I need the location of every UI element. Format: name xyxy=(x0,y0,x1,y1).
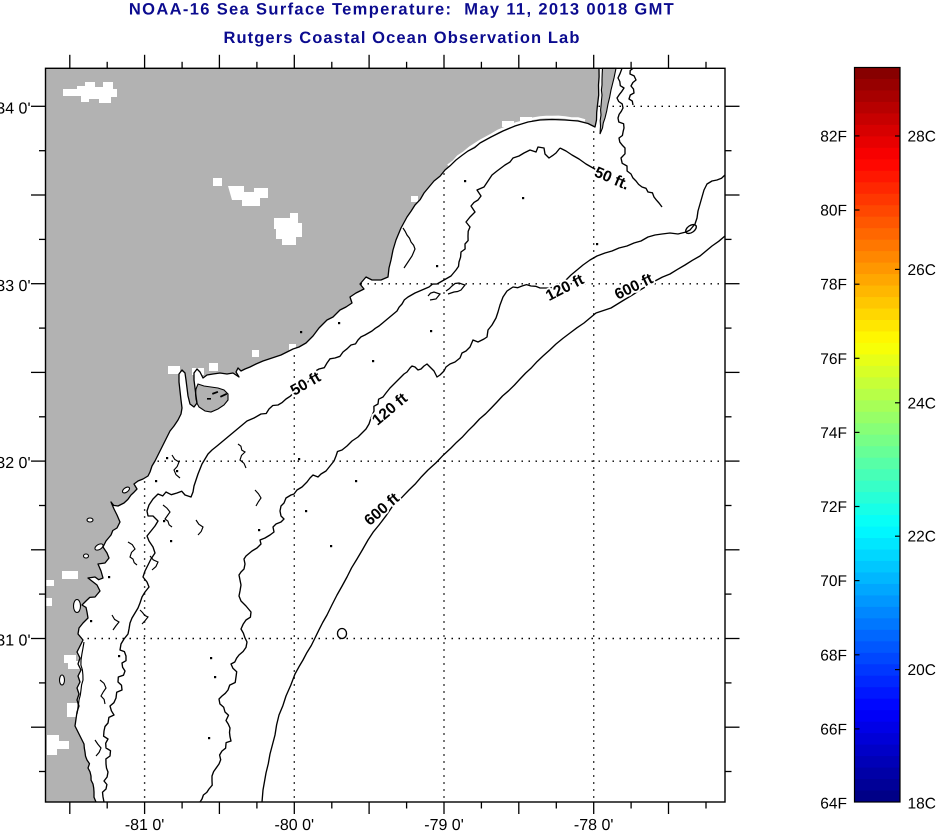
svg-text:31 0': 31 0' xyxy=(0,633,31,650)
svg-text:66F: 66F xyxy=(820,721,847,738)
svg-text:34 0': 34 0' xyxy=(0,100,31,117)
svg-text:70F: 70F xyxy=(820,573,847,590)
svg-text:64F: 64F xyxy=(820,796,847,813)
svg-text:78F: 78F xyxy=(820,277,847,294)
svg-text:24C: 24C xyxy=(908,395,936,412)
svg-text:-79 0': -79 0' xyxy=(424,817,464,832)
svg-text:20C: 20C xyxy=(908,662,936,679)
svg-text:76F: 76F xyxy=(820,351,847,368)
svg-text:-81 0': -81 0' xyxy=(125,817,165,832)
svg-text:74F: 74F xyxy=(820,425,847,442)
svg-text:80F: 80F xyxy=(820,203,847,220)
svg-text:32 0': 32 0' xyxy=(0,455,31,472)
svg-text:18C: 18C xyxy=(908,796,936,813)
svg-text:68F: 68F xyxy=(820,647,847,664)
svg-text:22C: 22C xyxy=(908,529,936,546)
svg-text:33 0': 33 0' xyxy=(0,278,31,295)
svg-text:-78 0': -78 0' xyxy=(574,817,614,832)
svg-text:82F: 82F xyxy=(820,128,847,145)
svg-text:26C: 26C xyxy=(908,262,936,279)
svg-text:28C: 28C xyxy=(908,129,936,146)
svg-text:-80 0': -80 0' xyxy=(275,817,315,832)
svg-text:Rutgers Coastal Ocean Observat: Rutgers Coastal Ocean Observation Lab xyxy=(223,29,580,47)
svg-text:NOAA-16 Sea Surface Temperatur: NOAA-16 Sea Surface Temperature: May 11,… xyxy=(129,1,675,19)
svg-text:72F: 72F xyxy=(820,499,847,516)
